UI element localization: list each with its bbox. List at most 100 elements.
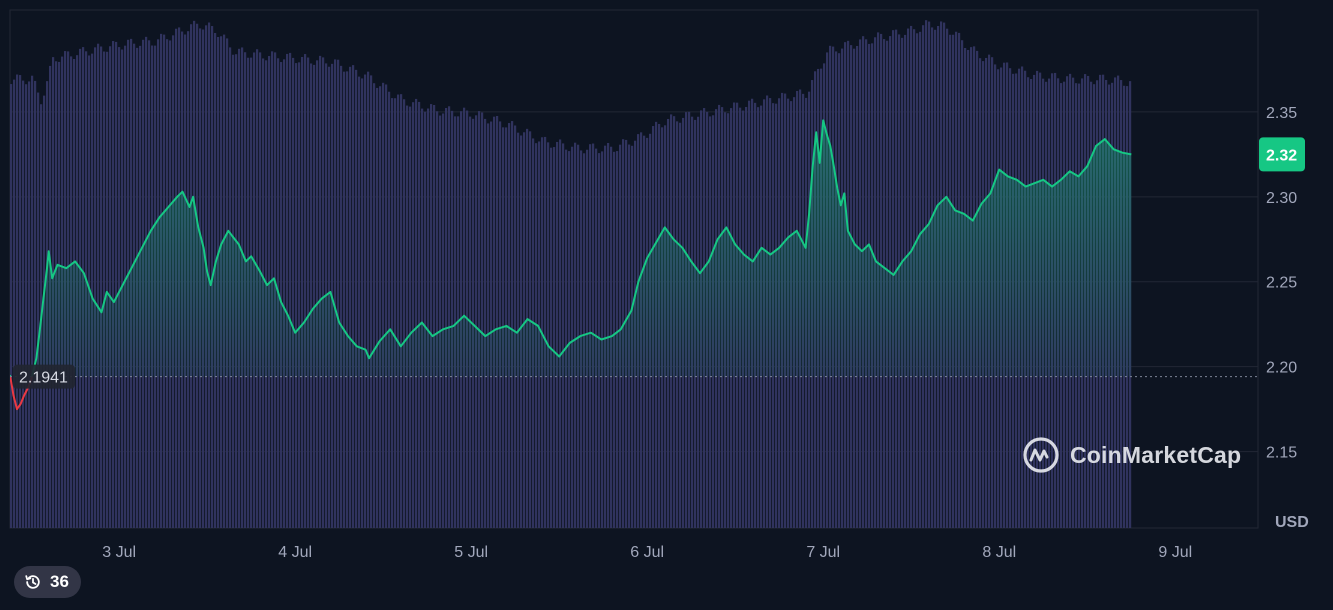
volume-bar bbox=[544, 136, 547, 528]
volume-bar bbox=[382, 82, 385, 528]
volume-bar bbox=[604, 145, 607, 528]
volume-bar bbox=[91, 53, 94, 528]
currency-unit-label: USD bbox=[1275, 514, 1309, 531]
volume-bar bbox=[358, 76, 361, 528]
volume-bar bbox=[322, 57, 325, 528]
y-axis: 2.15 2.20 2.25 2.30 2.35 bbox=[1266, 105, 1297, 462]
x-tick-label: 3 Jul bbox=[102, 544, 136, 561]
volume-bar bbox=[115, 41, 118, 528]
x-tick-label: 4 Jul bbox=[278, 544, 312, 561]
volume-bar bbox=[565, 149, 568, 528]
volume-bar bbox=[487, 123, 490, 528]
volume-bar bbox=[292, 57, 295, 528]
y-tick-label: 2.20 bbox=[1266, 360, 1297, 377]
volume-bar bbox=[484, 118, 487, 528]
history-button[interactable]: 36 bbox=[14, 566, 81, 598]
y-tick-label: 2.15 bbox=[1266, 445, 1297, 462]
volume-bar bbox=[19, 75, 22, 528]
volume-bar bbox=[607, 142, 610, 528]
volume-bar bbox=[343, 71, 346, 528]
volume-bar bbox=[511, 121, 514, 528]
volume-bar bbox=[379, 86, 382, 528]
history-clock-icon bbox=[25, 575, 40, 589]
volume-bar bbox=[22, 80, 25, 528]
volume-bar bbox=[406, 105, 409, 528]
svg-text:2.1941: 2.1941 bbox=[19, 370, 68, 387]
volume-bar bbox=[280, 62, 283, 528]
price-area-fill bbox=[10, 120, 1132, 377]
volume-bar bbox=[286, 53, 289, 528]
history-count: 36 bbox=[50, 572, 69, 591]
volume-bar bbox=[97, 43, 100, 528]
volume-bar bbox=[415, 98, 418, 528]
volume-bar bbox=[478, 111, 481, 528]
coinmarketcap-watermark: CoinMarketCap bbox=[1022, 436, 1241, 474]
volume-bar bbox=[25, 84, 28, 528]
volume-bar bbox=[424, 111, 427, 528]
volume-bar bbox=[364, 74, 367, 528]
volume-bar bbox=[352, 65, 355, 528]
volume-bar bbox=[340, 65, 343, 528]
volume-bar bbox=[106, 51, 109, 528]
volume-bar bbox=[367, 71, 370, 528]
volume-bar bbox=[391, 98, 394, 528]
volume-bar bbox=[310, 63, 313, 528]
volume-bar bbox=[301, 57, 304, 528]
volume-bar bbox=[409, 106, 412, 528]
volume-bar bbox=[400, 94, 403, 528]
volume-bar bbox=[547, 142, 550, 528]
volume-bar bbox=[112, 41, 115, 528]
volume-bar bbox=[373, 83, 376, 528]
volume-bar bbox=[439, 115, 442, 528]
x-tick-label: 6 Jul bbox=[630, 544, 664, 561]
volume-bar bbox=[313, 64, 316, 528]
price-line-up[interactable] bbox=[10, 119, 1132, 409]
volume-bar bbox=[361, 78, 364, 528]
volume-bar bbox=[493, 116, 496, 528]
volume-bar bbox=[319, 55, 322, 528]
volume-bar bbox=[433, 105, 436, 528]
volume-bar bbox=[499, 121, 502, 528]
price-line[interactable] bbox=[10, 119, 1132, 411]
volume-bar bbox=[28, 81, 31, 528]
volume-bar bbox=[100, 46, 103, 528]
volume-bar bbox=[412, 102, 415, 528]
volume-bar bbox=[307, 57, 310, 528]
volume-bar bbox=[436, 111, 439, 528]
x-tick-label: 5 Jul bbox=[454, 544, 488, 561]
volume-bar bbox=[283, 59, 286, 528]
volume-bar bbox=[562, 143, 565, 528]
current-price-badge: 2.32 bbox=[1259, 137, 1305, 172]
volume-bar bbox=[568, 151, 571, 528]
svg-text:2.32: 2.32 bbox=[1266, 147, 1297, 164]
volume-bar bbox=[475, 115, 478, 528]
volume-bar bbox=[397, 94, 400, 528]
volume-bar bbox=[385, 84, 388, 528]
volume-bar bbox=[13, 79, 16, 528]
volume-bar bbox=[559, 139, 562, 528]
volume-bar bbox=[514, 125, 517, 528]
reference-price-label: 2.1941 bbox=[13, 364, 75, 389]
volume-bar bbox=[445, 108, 448, 528]
volume-bar bbox=[442, 113, 445, 528]
volume-bar bbox=[316, 60, 319, 528]
volume-bar bbox=[418, 101, 421, 528]
volume-bar bbox=[337, 59, 340, 528]
volume-bar bbox=[571, 146, 574, 528]
volume-bar bbox=[295, 63, 298, 528]
volume-bar bbox=[403, 99, 406, 528]
volume-bar bbox=[103, 51, 106, 528]
volume-bar bbox=[355, 69, 358, 528]
volume-bar bbox=[118, 47, 121, 528]
volume-bar bbox=[430, 104, 433, 528]
coinmarketcap-logo-icon bbox=[1023, 437, 1059, 473]
volume-bar bbox=[94, 47, 97, 528]
volume-bar bbox=[454, 116, 457, 528]
x-axis: 3 Jul 4 Jul 5 Jul 6 Jul 7 Jul 8 Jul 9 Jul bbox=[102, 544, 1192, 561]
volume-bar bbox=[349, 66, 352, 528]
volume-bar bbox=[376, 87, 379, 528]
volume-bar bbox=[427, 108, 430, 528]
volume-bar bbox=[109, 46, 112, 528]
volume-bar bbox=[289, 52, 292, 528]
